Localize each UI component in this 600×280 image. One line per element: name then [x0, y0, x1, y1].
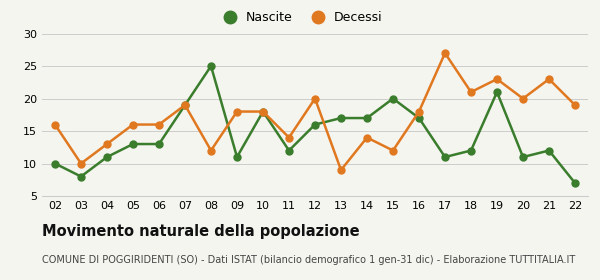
Nascite	[442, 155, 449, 159]
Decessi	[520, 97, 527, 100]
Text: COMUNE DI POGGIRIDENTI (SO) - Dati ISTAT (bilancio demografico 1 gen-31 dic) - E: COMUNE DI POGGIRIDENTI (SO) - Dati ISTAT…	[42, 255, 575, 265]
Nascite	[52, 162, 59, 165]
Nascite	[364, 116, 371, 120]
Line: Decessi: Decessi	[52, 50, 578, 174]
Decessi	[52, 123, 59, 126]
Decessi	[571, 103, 578, 107]
Decessi	[493, 77, 500, 81]
Decessi	[337, 168, 344, 172]
Nascite	[415, 116, 422, 120]
Decessi	[181, 103, 188, 107]
Nascite	[77, 175, 85, 178]
Nascite	[520, 155, 527, 159]
Decessi	[545, 77, 553, 81]
Nascite	[155, 142, 163, 146]
Decessi	[467, 90, 475, 94]
Nascite	[233, 155, 241, 159]
Text: Movimento naturale della popolazione: Movimento naturale della popolazione	[42, 224, 359, 239]
Nascite	[389, 97, 397, 100]
Nascite	[467, 149, 475, 152]
Decessi	[415, 110, 422, 113]
Decessi	[389, 149, 397, 152]
Line: Nascite: Nascite	[52, 63, 578, 186]
Decessi	[311, 97, 319, 100]
Legend: Nascite, Decessi: Nascite, Decessi	[212, 6, 388, 29]
Decessi	[233, 110, 241, 113]
Nascite	[311, 123, 319, 126]
Decessi	[286, 136, 293, 139]
Nascite	[130, 142, 137, 146]
Nascite	[493, 90, 500, 94]
Decessi	[130, 123, 137, 126]
Nascite	[259, 110, 266, 113]
Nascite	[545, 149, 553, 152]
Decessi	[155, 123, 163, 126]
Decessi	[442, 52, 449, 55]
Nascite	[103, 155, 110, 159]
Nascite	[181, 103, 188, 107]
Nascite	[571, 181, 578, 185]
Decessi	[259, 110, 266, 113]
Nascite	[208, 64, 215, 68]
Decessi	[364, 136, 371, 139]
Nascite	[286, 149, 293, 152]
Decessi	[208, 149, 215, 152]
Decessi	[77, 162, 85, 165]
Decessi	[103, 142, 110, 146]
Nascite	[337, 116, 344, 120]
